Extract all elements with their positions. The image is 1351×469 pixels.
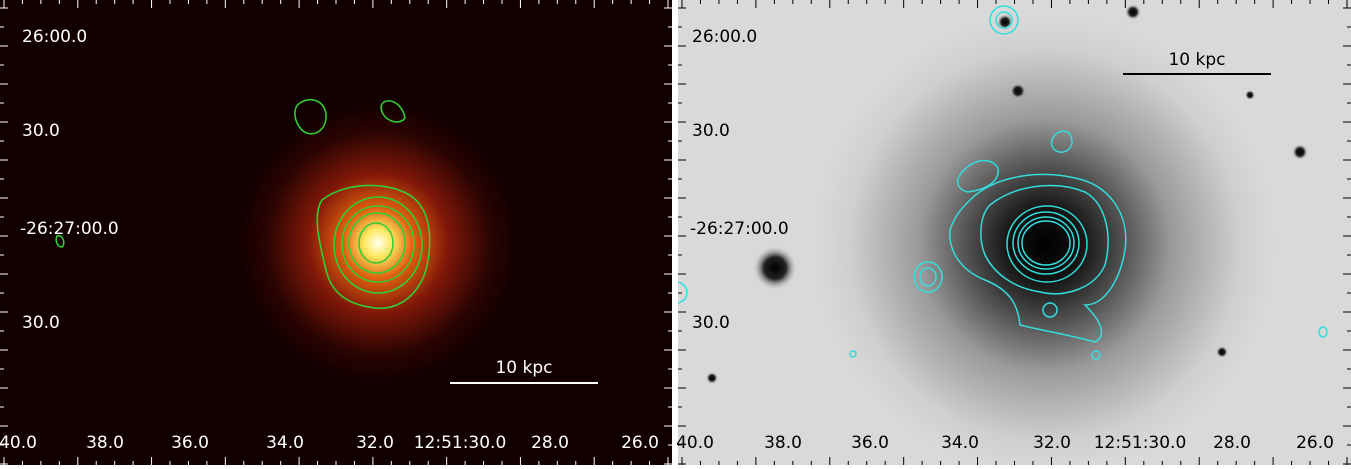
- x-tick-label: 40.0: [676, 433, 714, 453]
- y-tick-label: 26:00.0: [692, 27, 757, 47]
- x-tick-label: 32.0: [1033, 433, 1071, 453]
- scale-bar-label: 10 kpc: [495, 358, 552, 378]
- y-tick-label: 30.0: [692, 313, 730, 333]
- y-tick-label: 30.0: [692, 121, 730, 141]
- x-tick-label: 36.0: [171, 433, 209, 453]
- x-tick-label: 34.0: [266, 433, 304, 453]
- contours-left: [55, 98, 431, 309]
- y-tick-label: -26:27:00.0: [20, 219, 119, 239]
- x-tick-label: 32.0: [356, 433, 394, 453]
- x-tick-label: 12:51:30.0: [414, 433, 507, 453]
- contours-right: [677, 5, 1328, 360]
- y-tick-label: 30.0: [22, 121, 60, 141]
- x-tick-label: 12:51:30.0: [1094, 433, 1187, 453]
- x-tick-label: 26.0: [1296, 433, 1334, 453]
- x-tick-label: 26.0: [621, 433, 659, 453]
- x-tick-label: 28.0: [531, 433, 569, 453]
- x-tick-label: 28.0: [1213, 433, 1251, 453]
- y-tick-label: 26:00.0: [22, 27, 87, 47]
- x-tick-label: 36.0: [851, 433, 889, 453]
- x-tick-label: 40.0: [0, 433, 37, 453]
- scale-bar-label: 10 kpc: [1168, 50, 1225, 70]
- x-tick-label: 38.0: [764, 433, 802, 453]
- y-tick-label: 30.0: [22, 313, 60, 333]
- x-tick-label: 34.0: [941, 433, 979, 453]
- y-tick-label: -26:27:00.0: [690, 219, 789, 239]
- x-tick-label: 38.0: [86, 433, 124, 453]
